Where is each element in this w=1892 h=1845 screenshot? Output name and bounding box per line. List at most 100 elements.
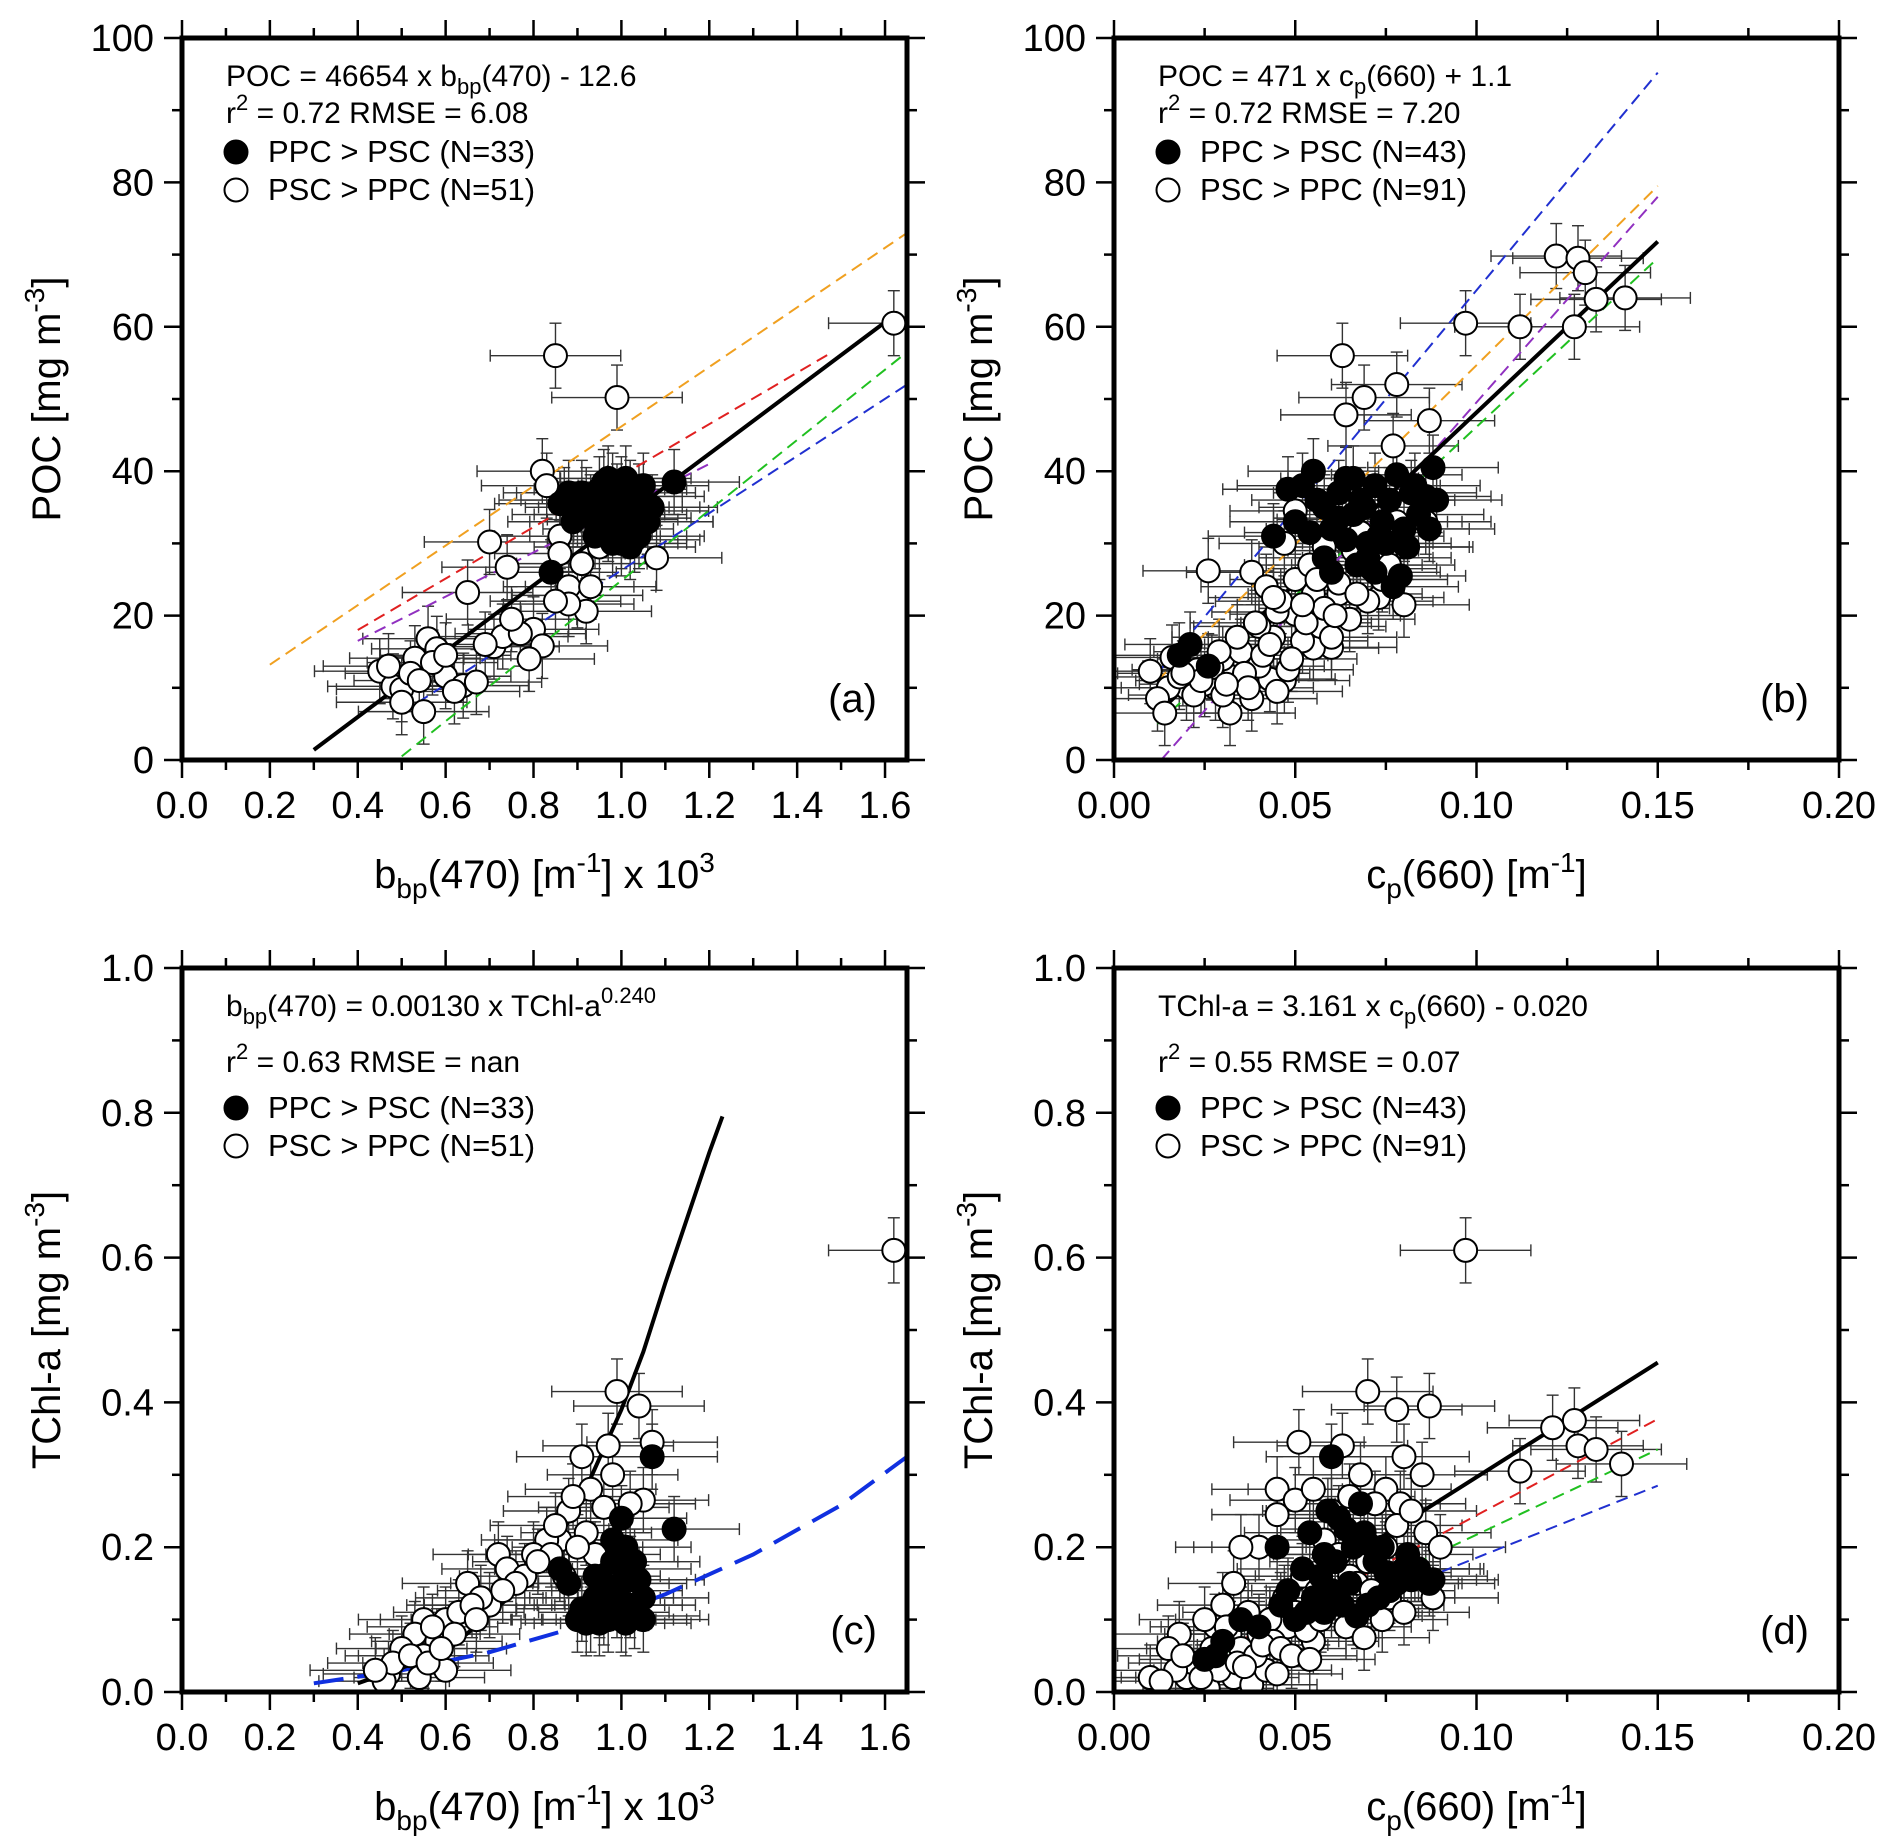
data-point-open: [376, 653, 402, 679]
data-point-open: [1264, 1661, 1290, 1687]
panel-a: 0.0 0.2 0.4 0.6 0.8 1.0 1.2 1.4 1.6 0 20 40 60 80 100 b…: [19, 18, 925, 904]
x-tick-label: 0.20: [1802, 1717, 1876, 1759]
y-axis-label-text: ]: [957, 277, 1001, 288]
data-point-open: [1286, 1429, 1312, 1455]
equation-sub: bp: [457, 74, 481, 99]
legend-marker-open: [1155, 1133, 1181, 1159]
legend-marker-filled: [223, 139, 249, 165]
y-tick-label: 80: [1044, 162, 1086, 204]
x-tick-label: 0.05: [1258, 785, 1332, 827]
data-point-filled: [1326, 505, 1352, 531]
data-point-open: [1612, 285, 1638, 311]
equation-main: TChl-a = 3.161 x c: [1158, 990, 1404, 1023]
data-point-filled: [604, 494, 630, 520]
x-axis-label-text: ]: [1576, 853, 1587, 897]
x-axis-label-text: ] x 10: [601, 1785, 699, 1829]
x-tick-label: 0.0: [156, 785, 209, 827]
equation-main: POC = 46654 x b: [226, 60, 457, 93]
x-tick-label: 0.8: [507, 1717, 560, 1759]
x-tick-label: 0.6: [419, 785, 472, 827]
x-tick-label: 1.6: [859, 785, 912, 827]
data-point-filled: [613, 1556, 639, 1582]
data-point-filled: [1416, 516, 1442, 542]
data-point-open: [389, 689, 415, 715]
data-point-open: [542, 343, 568, 369]
stats-text: = 0.63 RMSE = nan: [248, 1046, 520, 1079]
data-point-filled: [1177, 631, 1203, 657]
stats-text: = 0.55 RMSE = 0.07: [1180, 1046, 1460, 1079]
legend-label: PPC > PSC (N=43): [1200, 1090, 1467, 1125]
legend-label: PSC > PPC (N=51): [268, 1128, 535, 1163]
y-tick-label: 20: [112, 596, 154, 638]
y-tick-label: 0.0: [101, 1672, 154, 1714]
data-point-open: [406, 668, 432, 694]
data-point-open: [1391, 592, 1417, 618]
data-point-open: [1507, 1458, 1533, 1484]
x-tick-label: 0.2: [243, 1717, 296, 1759]
x-axis-label-text: (470) [m: [428, 853, 577, 897]
data-point-open: [1427, 1534, 1453, 1560]
data-point-open: [1152, 700, 1178, 726]
y-axis-label-main: TChl-a [mg m: [25, 1227, 69, 1469]
panel-b: 0.00 0.05 0.10 0.15 0.20020406080100cp(660) …: [951, 18, 1876, 904]
stats-text: r2 = 0.63 RMSE = nan: [226, 1039, 520, 1079]
data-point-open: [1264, 1476, 1290, 1502]
data-point-filled: [547, 1556, 573, 1582]
data-point-filled: [608, 1505, 634, 1531]
data-point-open: [600, 1462, 626, 1488]
x-tick-label: 0.4: [331, 1717, 384, 1759]
data-point-filled: [1264, 1534, 1290, 1560]
x-axis-label-text: (660) [m: [1402, 1785, 1551, 1829]
data-point-open: [1322, 603, 1348, 629]
data-point-filled: [1275, 1578, 1301, 1604]
x-axis-label-sub: bp: [396, 873, 427, 904]
stats-main: r: [226, 97, 236, 130]
data-point-open: [534, 473, 560, 499]
plot-area: [1114, 1217, 1688, 1692]
equation-main: POC = 471 x c: [1158, 60, 1354, 93]
legend-marker-filled: [1155, 1095, 1181, 1121]
data-point-open: [1416, 1393, 1442, 1419]
stats-text: = 0.72 RMSE = 6.08: [248, 97, 528, 130]
legend-label: PPC > PSC (N=33): [268, 134, 535, 169]
equation-main: b: [226, 990, 243, 1023]
data-point-open: [1416, 408, 1442, 434]
data-point-filled: [661, 469, 687, 495]
y-axis-label-main: POC [mg m: [25, 313, 69, 522]
data-point-filled: [1377, 487, 1402, 513]
equation-text: (660) - 0.020: [1416, 990, 1588, 1023]
y-tick-label: 0.0: [1033, 1672, 1086, 1714]
legend-marker-filled: [223, 1095, 249, 1121]
data-point-filled: [1319, 1444, 1344, 1470]
x-tick-label: 0.00: [1077, 1717, 1151, 1759]
x-axis-label-text: (470) [m: [428, 1785, 577, 1829]
data-point-open: [1561, 314, 1587, 340]
x-axis-label: bbp(470) [m-1] x 103: [374, 847, 715, 904]
x-tick-label: 1.0: [595, 785, 648, 827]
data-point-open: [1543, 243, 1569, 269]
x-axis-label-text: ] x 10: [601, 853, 699, 897]
plot-area: [269, 232, 907, 758]
x-axis-label-main: c: [1366, 1785, 1386, 1829]
plot-area: [1114, 72, 1692, 760]
fit-line-blue: [401, 383, 907, 714]
data-point-open: [1344, 581, 1370, 607]
x-axis-label-sup: -1: [1551, 1779, 1576, 1810]
panel-label: (d): [1760, 1609, 1809, 1653]
y-axis-label: POC [mg m-3]: [951, 277, 1001, 522]
data-point-open: [542, 1512, 568, 1538]
y-tick-label: 1.0: [101, 948, 154, 990]
data-point-open: [1170, 1643, 1196, 1669]
data-point-filled: [1351, 494, 1377, 520]
data-point-filled: [604, 1578, 630, 1604]
x-axis-label-main: c: [1366, 853, 1386, 897]
y-axis-label-main: POC [mg m: [957, 313, 1001, 522]
data-point-filled: [538, 559, 564, 585]
y-tick-label: 0.6: [1033, 1238, 1086, 1280]
equation-text: TChl-a = 3.161 x cp(660) - 0.020: [1158, 990, 1588, 1029]
equation-sup: 0.240: [601, 983, 656, 1008]
x-tick-label: 1.0: [595, 1717, 648, 1759]
data-point-open: [1257, 631, 1283, 657]
legend-marker-open: [223, 1133, 249, 1159]
data-point-open: [1507, 314, 1533, 340]
